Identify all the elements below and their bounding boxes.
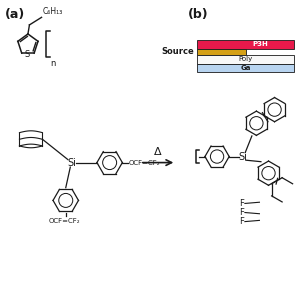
Text: S: S bbox=[25, 50, 30, 59]
Text: OCF=CF₂: OCF=CF₂ bbox=[128, 160, 160, 166]
Text: Source: Source bbox=[161, 47, 194, 56]
Bar bbox=[197, 40, 294, 49]
Text: F: F bbox=[240, 208, 244, 217]
Text: Ga: Ga bbox=[241, 65, 251, 71]
Text: OCF=CF₂: OCF=CF₂ bbox=[48, 218, 80, 224]
Text: P3H: P3H bbox=[252, 41, 268, 47]
Text: F: F bbox=[240, 217, 244, 226]
Text: Poly: Poly bbox=[239, 57, 253, 62]
Text: (a): (a) bbox=[5, 8, 26, 21]
Text: Si: Si bbox=[67, 157, 76, 168]
Text: Si: Si bbox=[238, 151, 247, 161]
Text: n: n bbox=[51, 59, 56, 68]
Text: C₆H₁₃: C₆H₁₃ bbox=[43, 7, 63, 16]
Bar bbox=[197, 55, 294, 64]
Bar bbox=[197, 64, 294, 72]
Text: (b): (b) bbox=[188, 8, 209, 21]
Bar bbox=[197, 49, 246, 55]
Text: F: F bbox=[240, 199, 244, 208]
Text: Δ: Δ bbox=[154, 147, 162, 157]
